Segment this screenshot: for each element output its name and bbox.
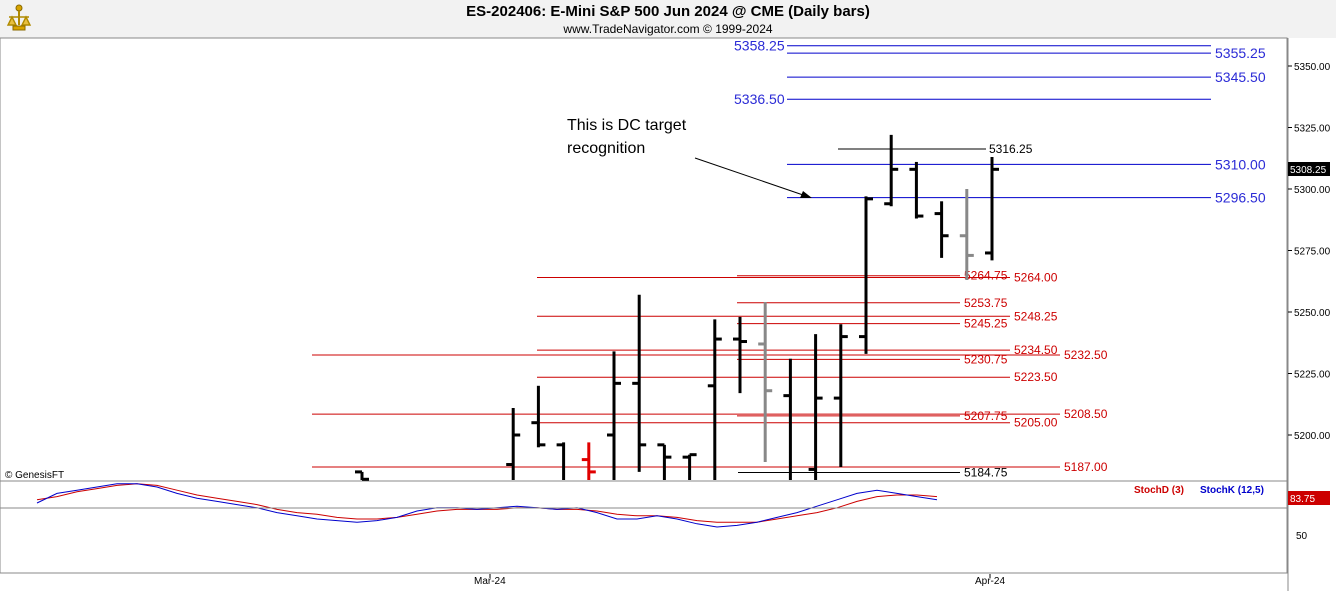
ohlc-bar bbox=[581, 442, 596, 480]
y-tick-label: 5350.00 bbox=[1294, 62, 1331, 73]
blue-target-label: 5296.50 bbox=[1215, 190, 1266, 206]
price-panel bbox=[0, 37, 1288, 482]
stochastic-lines bbox=[36, 483, 938, 528]
black-level-label: 5184.75 bbox=[964, 466, 1008, 480]
ohlc-bar bbox=[632, 294, 647, 472]
ohlc-bar bbox=[355, 470, 369, 481]
y-tick-label: 5300.00 bbox=[1294, 185, 1331, 196]
chart-header: ES-202406: E-Mini S&P 500 Jun 2024 @ CME… bbox=[0, 0, 1336, 38]
last-price-tag bbox=[1288, 162, 1330, 176]
date-label-mar: Mar-24 bbox=[474, 576, 506, 587]
chart-title: ES-202406: E-Mini S&P 500 Jun 2024 @ CME… bbox=[466, 3, 870, 20]
ohlc-bar bbox=[808, 334, 823, 480]
red-level-label: 5234.50 bbox=[1014, 343, 1058, 357]
stochD-legend: StochD (3) bbox=[1134, 485, 1184, 496]
date-axis bbox=[0, 574, 1287, 591]
red-level-label: 5264.00 bbox=[1014, 271, 1058, 285]
blue-target-label: 5345.50 bbox=[1215, 69, 1266, 85]
red-level-label: 5205.00 bbox=[1014, 416, 1058, 430]
indicator-value-tag bbox=[1288, 491, 1330, 505]
indicator-panel bbox=[0, 480, 1288, 574]
y-tick-label: 5250.00 bbox=[1294, 308, 1331, 319]
annotation-line-1: This is DC target bbox=[567, 117, 687, 134]
genesis-logo-icon bbox=[6, 4, 32, 31]
annotation-arrow bbox=[694, 157, 807, 197]
target-levels: 5358.25 5355.25 5345.50 5336.50 5310.00 5296.… bbox=[312, 38, 1266, 480]
date-label-apr: Apr-24 bbox=[975, 576, 1005, 587]
red-level-label: 5187.00 bbox=[1064, 460, 1108, 474]
red-level-label: 5245.25 bbox=[964, 317, 1008, 331]
black-level-label: 5316.25 bbox=[989, 142, 1033, 156]
red-level-label: 5230.75 bbox=[964, 352, 1008, 366]
ohlc-bar bbox=[758, 302, 773, 463]
red-level-label: 5264.75 bbox=[964, 269, 1008, 283]
ohlc-bar bbox=[657, 443, 672, 480]
ohlc-bar bbox=[531, 385, 546, 448]
watermark: © GenesisFT bbox=[5, 470, 64, 481]
price-bars bbox=[355, 134, 999, 481]
ohlc-bar bbox=[884, 134, 899, 207]
y-tick-label: 5225.00 bbox=[1294, 370, 1331, 381]
annotation-arrowhead bbox=[800, 191, 812, 198]
blue-target-label: 5336.50 bbox=[734, 91, 785, 107]
ohlc-bar bbox=[783, 358, 792, 480]
red-level-label: 5248.25 bbox=[1014, 309, 1058, 323]
ohlc-bar bbox=[934, 201, 949, 258]
ohlc-bar bbox=[707, 319, 722, 480]
blue-target-label: 5358.25 bbox=[734, 38, 785, 54]
stochK-legend: StochK (12,5) bbox=[1200, 485, 1264, 496]
ohlc-bar bbox=[682, 453, 697, 480]
blue-target-label: 5310.00 bbox=[1215, 156, 1266, 172]
red-level-label: 5253.75 bbox=[964, 296, 1008, 310]
last-price-value: 5308.25 bbox=[1290, 165, 1327, 176]
chart-subtitle: www.TradeNavigator.com © 1999-2024 bbox=[563, 22, 773, 36]
red-level-label: 5223.50 bbox=[1014, 370, 1058, 384]
y-tick-label: 5325.00 bbox=[1294, 124, 1331, 135]
red-level-label: 5232.50 bbox=[1064, 348, 1108, 362]
blue-target-label: 5355.25 bbox=[1215, 45, 1266, 61]
ohlc-bar bbox=[506, 407, 521, 480]
y-tick-label: 5275.00 bbox=[1294, 247, 1331, 258]
annotation-line-2: recognition bbox=[567, 140, 645, 157]
stochK-line bbox=[36, 483, 938, 528]
ohlc-bar bbox=[556, 442, 566, 480]
ohlc-bar bbox=[909, 161, 924, 219]
stochD-line bbox=[36, 483, 938, 523]
indicator-tick-50: 50 bbox=[1296, 531, 1308, 542]
ohlc-bar bbox=[833, 324, 848, 467]
ohlc-bar bbox=[733, 316, 747, 394]
ohlc-bar bbox=[607, 351, 621, 480]
y-tick-label: 5200.00 bbox=[1294, 431, 1331, 442]
ohlc-bar bbox=[859, 196, 873, 354]
ohlc-bar bbox=[959, 189, 974, 281]
indicator-value: 83.75 bbox=[1290, 494, 1315, 505]
price-axis-ticks: 5350.00 5325.00 5300.00 5275.00 5250.00 5225.… bbox=[1288, 62, 1331, 442]
red-level-label: 5208.50 bbox=[1064, 407, 1108, 421]
ohlc-bar bbox=[985, 157, 999, 261]
red-level-label: 5207.75 bbox=[964, 409, 1008, 423]
